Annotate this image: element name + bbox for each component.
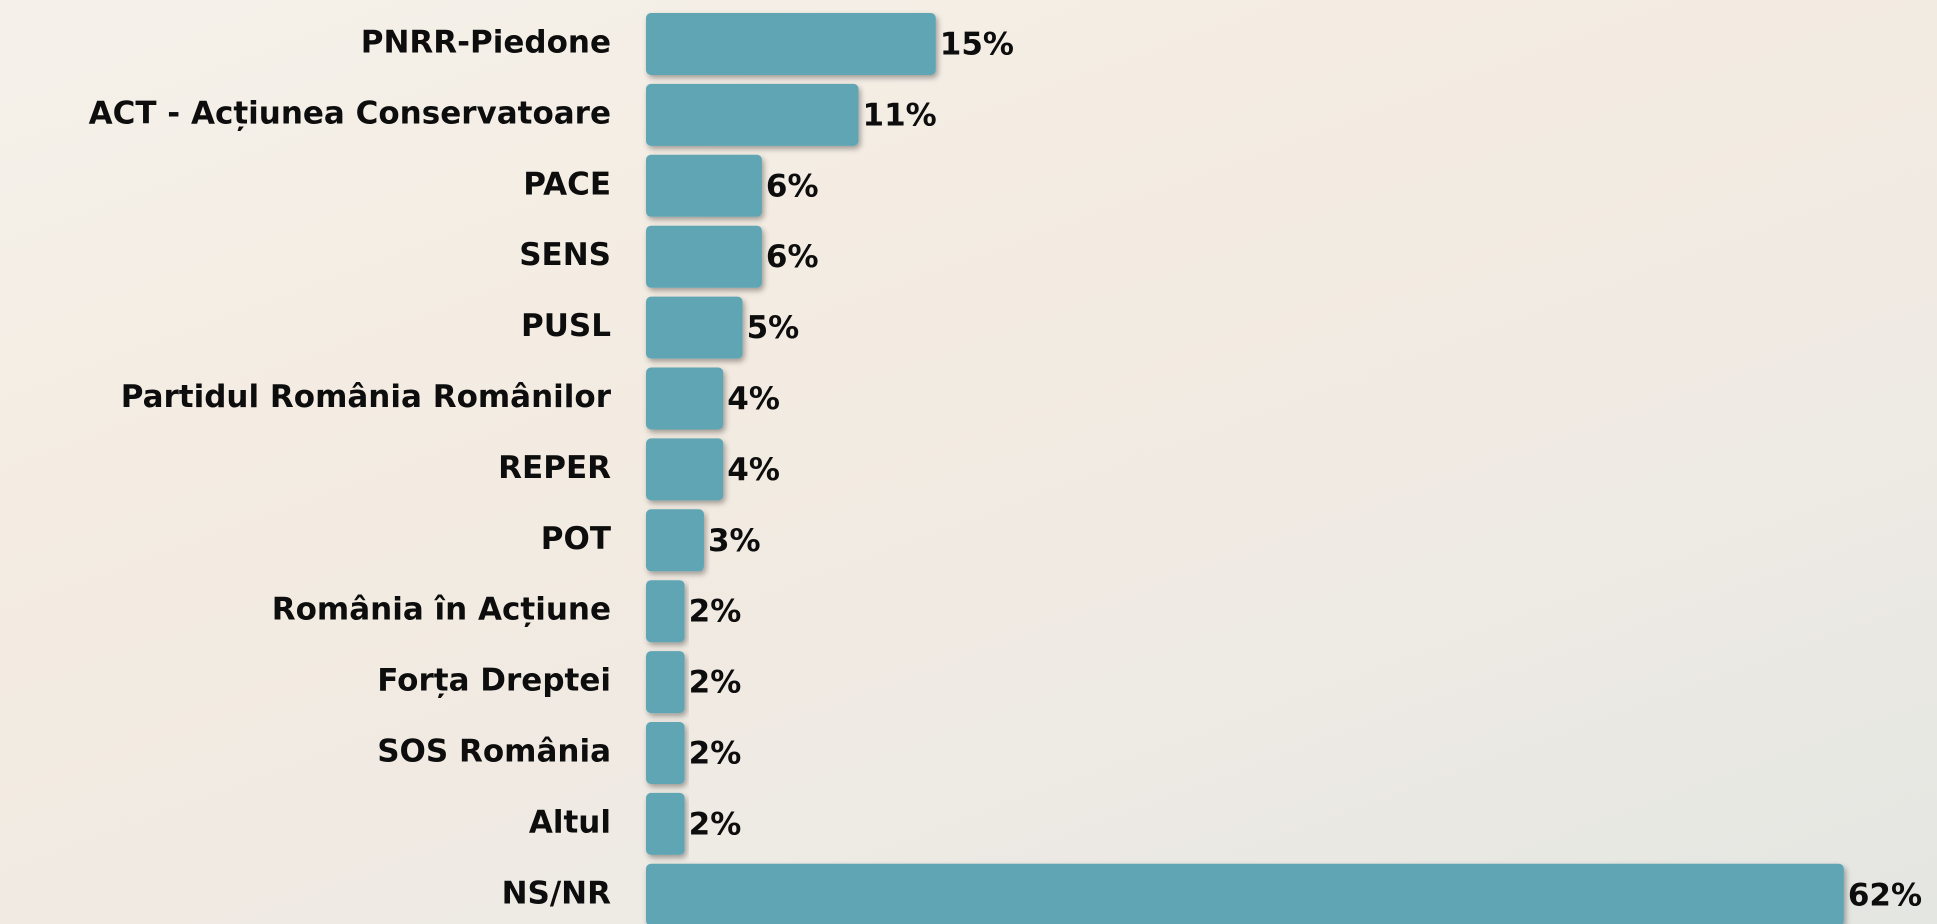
category-label: NS/NR xyxy=(502,875,612,911)
value-label: 2% xyxy=(689,665,742,701)
category-label: POT xyxy=(541,521,611,557)
category-label: PACE xyxy=(523,166,611,202)
bar xyxy=(646,792,685,855)
bar xyxy=(646,154,762,217)
bar xyxy=(646,367,724,430)
value-label: 62% xyxy=(1848,877,1922,913)
bar xyxy=(646,438,724,501)
value-label: 2% xyxy=(689,594,742,630)
value-label: 3% xyxy=(708,523,761,559)
bar xyxy=(646,83,859,146)
value-label: 4% xyxy=(727,381,780,417)
bar xyxy=(646,651,685,714)
category-label: Altul xyxy=(529,804,611,840)
value-label: 11% xyxy=(863,97,937,133)
bar xyxy=(646,509,704,572)
category-label: PUSL xyxy=(521,308,611,344)
value-label: 5% xyxy=(747,310,800,346)
bar xyxy=(646,296,743,359)
value-label: 4% xyxy=(727,452,780,488)
bar xyxy=(646,225,762,288)
category-label: REPER xyxy=(498,450,611,486)
bar xyxy=(646,13,936,75)
value-label: 15% xyxy=(940,27,1014,63)
value-label: 6% xyxy=(766,239,819,275)
category-label: Partidul România Românilor xyxy=(121,379,612,415)
category-label: Forța Dreptei xyxy=(377,663,611,699)
value-label: 6% xyxy=(766,168,819,204)
category-label: SENS xyxy=(519,237,611,273)
value-label: 2% xyxy=(689,806,742,842)
category-label: România în Acțiune xyxy=(272,592,611,628)
bar xyxy=(646,722,685,784)
category-label: SOS România xyxy=(377,734,611,770)
bar xyxy=(646,580,685,643)
value-label: 2% xyxy=(689,736,742,772)
category-label: ACT - Acțiunea Conservatoare xyxy=(89,95,611,131)
category-label: PNRR-Piedone xyxy=(361,25,611,61)
bar xyxy=(646,863,1844,924)
